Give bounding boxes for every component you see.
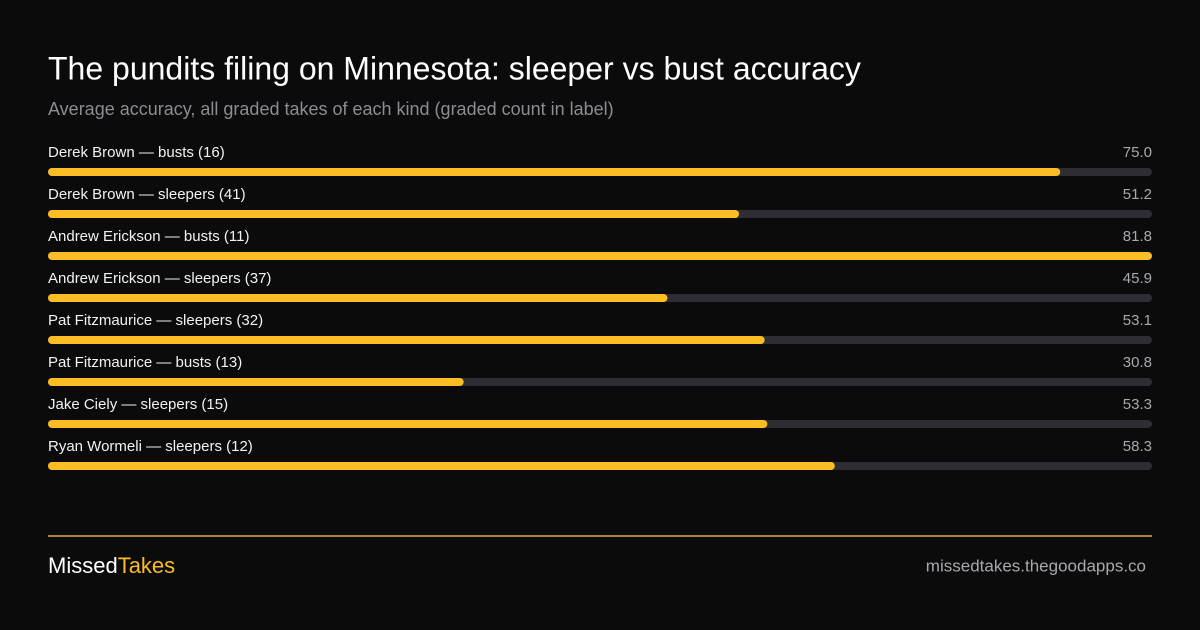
bar-label: Ryan Wormeli — sleepers (12) xyxy=(48,438,253,455)
value-label: 51.2 xyxy=(1123,186,1152,203)
bar-label: Jake Ciely — sleepers (15) xyxy=(48,396,228,413)
bar xyxy=(48,294,668,302)
value-label: 30.8 xyxy=(1123,354,1152,371)
bar xyxy=(48,168,1061,176)
bar-label: Andrew Erickson — sleepers (37) xyxy=(48,270,271,287)
brand-second: Takes xyxy=(118,553,175,578)
bar xyxy=(48,210,740,218)
bar xyxy=(48,462,835,470)
value-label: 81.8 xyxy=(1123,228,1152,245)
bar-label: Pat Fitzmaurice — sleepers (32) xyxy=(48,312,263,329)
bar-label: Andrew Erickson — busts (11) xyxy=(48,228,249,245)
bar xyxy=(48,336,765,344)
value-label: 75.0 xyxy=(1123,144,1152,161)
value-label: 53.1 xyxy=(1123,312,1152,329)
bar xyxy=(48,252,1152,260)
bar-label: Derek Brown — sleepers (41) xyxy=(48,186,246,203)
bar xyxy=(48,378,464,386)
value-label: 53.3 xyxy=(1123,396,1152,413)
value-label: 45.9 xyxy=(1123,270,1152,287)
bar-label: Derek Brown — busts (16) xyxy=(48,144,225,161)
brand: MissedTakes xyxy=(48,553,175,578)
chart-subtitle: Average accuracy, all graded takes of ea… xyxy=(48,99,614,119)
chart-title: The pundits filing on Minnesota: sleeper… xyxy=(48,50,861,86)
bar xyxy=(48,420,768,428)
footer-url: missedtakes.thegoodapps.co xyxy=(926,556,1146,575)
bar-label: Pat Fitzmaurice — busts (13) xyxy=(48,354,242,371)
value-label: 58.3 xyxy=(1123,438,1152,455)
brand-first: Missed xyxy=(48,553,118,578)
